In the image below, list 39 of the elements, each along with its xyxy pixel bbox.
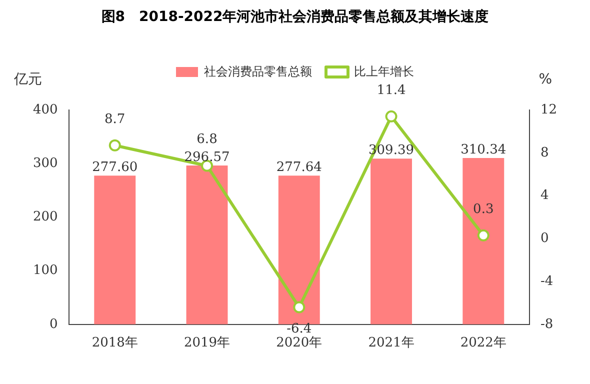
y2-tick-label: -8 xyxy=(540,316,554,332)
y2-tick-label: 0 xyxy=(540,231,549,246)
y2-tick-label: -4 xyxy=(540,274,554,289)
point xyxy=(293,301,306,314)
y2-tick-label: 12 xyxy=(540,102,558,118)
x-tick-label: 2018年 xyxy=(92,336,138,351)
y-axis-title: 亿元 xyxy=(13,72,42,88)
data-label: 8.7 xyxy=(104,112,126,127)
bar xyxy=(278,176,320,324)
bar xyxy=(94,176,136,324)
point xyxy=(477,229,490,242)
x-tick-label: 2021年 xyxy=(368,336,414,351)
y-tick-label: 100 xyxy=(32,263,58,278)
y-tick-label: 300 xyxy=(32,156,58,171)
point xyxy=(108,139,121,152)
data-label: 0.3 xyxy=(473,202,494,217)
data-label: -6.4 xyxy=(286,322,312,337)
y-tick-label: 400 xyxy=(32,102,58,118)
data-label: 6.8 xyxy=(196,132,218,148)
data-label: 11.4 xyxy=(376,82,406,98)
y2-axis-title: % xyxy=(538,72,552,88)
legend-label: 社会消费品零售总额 xyxy=(204,64,312,78)
legend-label: 比上年增长 xyxy=(354,64,414,78)
chart-title: 图8 2018-2022年河池市社会消费品零售总额及其增长速度 xyxy=(100,8,490,26)
data-label: 310.34 xyxy=(460,142,506,158)
y-tick-label: 200 xyxy=(32,210,58,225)
bar xyxy=(186,165,228,324)
bar xyxy=(462,158,504,324)
x-tick-label: 2019年 xyxy=(184,336,230,351)
data-label: 277.64 xyxy=(276,160,322,175)
data-label: 296.57 xyxy=(184,150,230,165)
x-tick-label: 2020年 xyxy=(276,336,322,351)
y-tick-label: 0 xyxy=(50,316,58,332)
y2-tick-label: 8 xyxy=(540,145,549,160)
point xyxy=(385,110,398,122)
bar xyxy=(370,158,412,324)
data-label: 277.60 xyxy=(92,160,138,175)
y2-tick-label: 4 xyxy=(540,188,549,204)
x-tick-label: 2022年 xyxy=(460,336,506,351)
